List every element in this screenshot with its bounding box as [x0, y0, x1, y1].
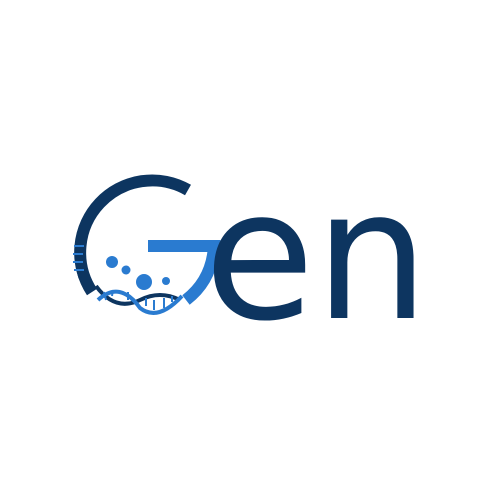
wordmark: en: [204, 152, 429, 361]
helix-left: [73, 239, 84, 279]
g-hook: [148, 240, 221, 305]
dot: [106, 256, 118, 268]
dot: [136, 274, 152, 290]
dot: [121, 265, 131, 275]
logo-mark: [73, 174, 221, 315]
dot: [162, 277, 170, 285]
helix-bottom: [94, 284, 184, 315]
g-arc: [74, 174, 191, 296]
